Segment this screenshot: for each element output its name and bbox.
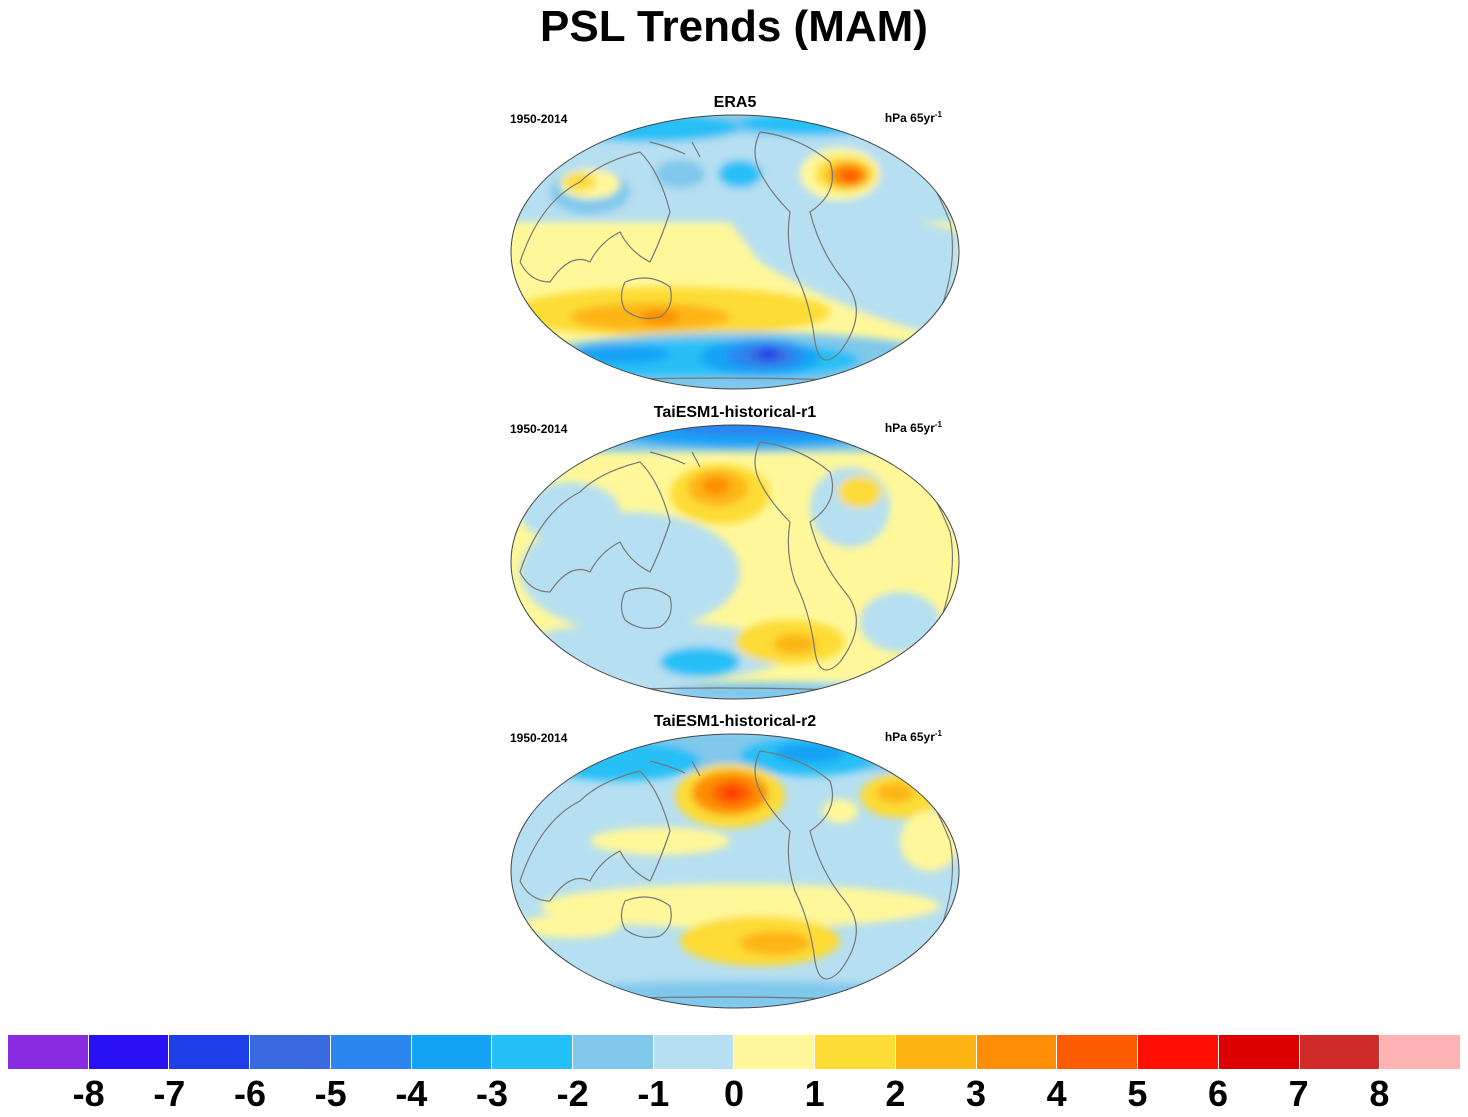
colorbar-tick-label: 1 <box>804 1073 825 1114</box>
colorbar-tick-label: -7 <box>153 1073 186 1114</box>
colorbar-tick-label: -4 <box>395 1073 428 1114</box>
colorbar-swatch <box>88 1035 170 1069</box>
colorbar-swatch <box>976 1035 1058 1069</box>
figure-title: PSL Trends (MAM) <box>540 2 928 51</box>
colorbar-tick-label: -1 <box>637 1073 670 1114</box>
panel-taiesm1-r1: TaiESM1-historical-r1 1950-2014 hPa 65yr… <box>500 404 970 704</box>
colorbar-labels: -8 -7 -6 -5 -4 -3 -2 -1 0 1 2 3 4 5 6 7 8 <box>8 1072 1460 1117</box>
colorbar-tick-label: 2 <box>885 1073 906 1114</box>
colorbar-tick-label: 3 <box>965 1073 987 1114</box>
panel-title: TaiESM1-historical-r1 <box>653 404 817 421</box>
map-border <box>510 114 960 390</box>
colorbar-swatch <box>1299 1035 1381 1069</box>
colorbar-tick-label: 7 <box>1288 1073 1309 1114</box>
colorbar-tick-label: -8 <box>72 1073 105 1114</box>
colorbar-tick-label: 8 <box>1369 1073 1390 1114</box>
colorbar-tick-label: 0 <box>723 1073 745 1114</box>
panel-title: ERA5 <box>713 94 757 111</box>
trend-map-era5 <box>510 114 960 390</box>
colorbar-swatch <box>1218 1035 1300 1069</box>
map-border <box>510 424 960 700</box>
colorbar <box>8 1035 1460 1069</box>
colorbar-tick-label: 6 <box>1207 1073 1229 1114</box>
period-label: 1950-2014 <box>510 422 568 436</box>
colorbar-swatch <box>815 1035 896 1069</box>
units-label: hPa 65yr-1 <box>884 729 942 744</box>
colorbar-swatch <box>1138 1035 1219 1069</box>
colorbar-swatch <box>250 1035 331 1069</box>
colorbar-swatch <box>653 1035 735 1069</box>
colorbar-tick-label: -2 <box>556 1073 589 1114</box>
units-label: hPa 65yr-1 <box>884 420 942 435</box>
colorbar-tick-label: 4 <box>1046 1073 1067 1114</box>
period-label: 1950-2014 <box>510 112 568 126</box>
colorbar-swatch <box>411 1035 493 1069</box>
colorbar-swatch <box>573 1035 654 1069</box>
colorbar-swatch <box>8 1035 89 1069</box>
colorbar-tick-label: 5 <box>1127 1073 1148 1114</box>
colorbar-tick-label: -6 <box>233 1073 266 1114</box>
panel-taiesm1-r2: TaiESM1-historical-r2 1950-2014 hPa 65yr… <box>500 713 970 1013</box>
period-label: 1950-2014 <box>510 731 568 745</box>
colorbar-swatch <box>1057 1035 1139 1069</box>
map-border <box>510 733 960 1009</box>
panel-title: TaiESM1-historical-r2 <box>653 713 817 730</box>
trend-map-r2 <box>510 733 960 1009</box>
trend-map-r1 <box>510 424 960 700</box>
units-label: hPa 65yr-1 <box>884 110 942 125</box>
colorbar-swatch <box>169 1035 251 1069</box>
colorbar-swatch <box>734 1035 816 1069</box>
panel-era5: ERA5 1950-2014 hPa 65yr-1 <box>500 94 970 394</box>
colorbar-tick-label: -3 <box>475 1073 508 1114</box>
colorbar-swatch <box>330 1035 412 1069</box>
colorbar-swatch <box>492 1035 574 1069</box>
colorbar-swatch <box>895 1035 977 1069</box>
colorbar-swatch <box>1380 1035 1460 1069</box>
colorbar-tick-label: -5 <box>314 1073 347 1114</box>
